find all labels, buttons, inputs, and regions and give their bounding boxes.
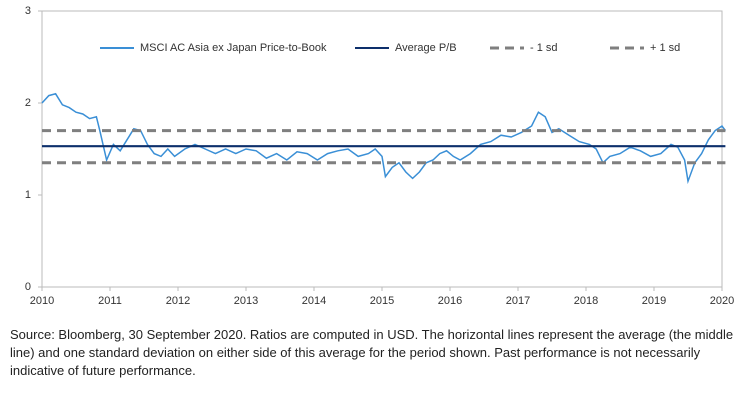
legend-label: MSCI AC Asia ex Japan Price-to-Book — [140, 42, 327, 54]
x-tick-label: 2013 — [234, 295, 258, 307]
x-tick-label: 2017 — [506, 295, 530, 307]
x-tick-label: 2011 — [98, 295, 122, 307]
source-note: Source: Bloomberg, 30 September 2020. Ra… — [10, 327, 734, 378]
y-tick-label: 2 — [25, 97, 31, 109]
chart: 0 1 2 3 2010 2011 2012 2013 2014 2015 2016 2017 2018… — [25, 5, 734, 307]
x-tick-label: 2010 — [30, 295, 54, 307]
x-tick-label: 2019 — [642, 295, 666, 307]
y-tick-label: 0 — [25, 281, 31, 293]
legend-label: Average P/B — [395, 42, 457, 54]
series-line — [41, 92, 727, 185]
y-tick-label: 3 — [25, 5, 31, 17]
x-tick-label: 2012 — [166, 295, 190, 307]
legend-label: + 1 sd — [650, 42, 680, 54]
legend-label: - 1 sd — [530, 42, 558, 54]
x-tick-label: 2016 — [438, 295, 462, 307]
x-tick-label: 2014 — [302, 295, 326, 307]
x-tick-label: 2015 — [370, 295, 394, 307]
x-tick-label: 2020 — [710, 295, 734, 307]
x-tick-label: 2018 — [574, 295, 598, 307]
y-tick-label: 1 — [25, 189, 31, 201]
